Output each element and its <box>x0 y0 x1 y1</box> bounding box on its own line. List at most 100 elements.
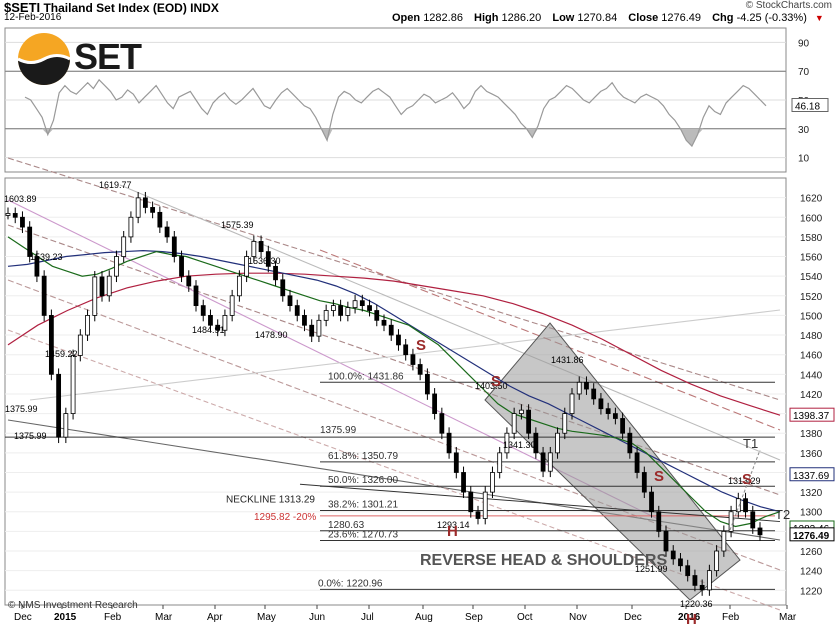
candle-body <box>280 279 286 297</box>
candle-body <box>475 511 481 519</box>
x-tick-label: Dec <box>624 612 642 623</box>
candle-body <box>309 324 315 337</box>
ma-long-line <box>7 272 781 416</box>
x-tick-label: Jul <box>361 612 374 623</box>
candle-body <box>121 236 127 257</box>
candle-body <box>359 300 365 307</box>
candle-body <box>215 324 221 331</box>
low-value: 1270.84 <box>577 12 618 24</box>
logo-text: SET <box>74 36 142 77</box>
price-value-label: 1337.69 <box>793 471 830 482</box>
candle-body <box>612 413 618 419</box>
candle-body <box>388 324 394 336</box>
instrument-name: Thailand Set Index (EOD) <box>43 1 187 15</box>
candle-body <box>265 251 271 267</box>
candle-body <box>179 256 184 277</box>
x-tick-label: Oct <box>517 612 533 623</box>
candle-body <box>200 305 206 316</box>
candle-body <box>526 409 532 434</box>
pattern-label: H <box>447 523 458 540</box>
price-tick-label: 1520 <box>800 292 823 303</box>
candle-body <box>533 432 539 454</box>
price-tick-label: 1220 <box>800 586 823 597</box>
x-tick-label: Sep <box>465 612 483 623</box>
candle-body <box>678 558 683 567</box>
candle-body <box>439 413 445 434</box>
close-value: 1276.49 <box>661 12 702 24</box>
target-label: T2 <box>775 507 790 522</box>
candle-body <box>685 565 691 576</box>
indicator-value-label: 46.18 <box>795 102 820 113</box>
candle-body <box>171 236 177 257</box>
candle-body <box>157 211 163 228</box>
fib-level-label: 23.6%: 1270.73 <box>328 529 398 540</box>
candle-body <box>410 354 416 365</box>
candle-body <box>128 216 134 238</box>
candle-body <box>569 393 575 414</box>
candle-body <box>27 226 33 257</box>
candle-body <box>555 432 560 454</box>
candle-body <box>186 275 192 287</box>
candle-body <box>518 409 524 414</box>
pattern-label: S <box>654 468 664 485</box>
x-tick-label: Mar <box>779 612 797 623</box>
candle-body <box>591 388 597 400</box>
candle-body <box>656 511 662 532</box>
candle-body <box>750 511 756 529</box>
x-tick-label: Apr <box>207 612 223 623</box>
candle-body <box>649 491 654 513</box>
level-label: 1375.99 <box>320 425 357 436</box>
high-value: 1286.20 <box>501 12 542 24</box>
candle-body <box>721 530 727 552</box>
candle-body <box>540 452 546 472</box>
candle-body <box>114 256 119 277</box>
price-tick-label: 1460 <box>800 351 823 362</box>
candle-body <box>547 452 553 472</box>
indicator-value-box <box>791 98 829 113</box>
price-annotation: 1603.89 <box>4 194 37 204</box>
candle-body <box>692 575 698 586</box>
price-tick-label: 1360 <box>800 449 823 460</box>
x-tick-label: Aug <box>415 612 433 623</box>
price-annotation: 1313.29 <box>728 476 761 486</box>
level-label: 1295.82 -20% <box>254 512 316 523</box>
candle-body <box>396 334 401 346</box>
candle-body <box>41 275 47 316</box>
candle-body <box>417 364 423 375</box>
exchange: INDX <box>190 1 219 15</box>
candle-body <box>403 344 409 356</box>
pattern-label: H <box>686 611 697 625</box>
indicator-tick-label: 70 <box>798 67 810 78</box>
candle-body <box>562 413 568 434</box>
candle-body <box>504 432 510 454</box>
pattern-title: REVERSE HEAD & SHOULDERS <box>420 552 667 569</box>
candle-body <box>627 432 633 454</box>
candle-body <box>757 527 763 536</box>
price-tick-label: 1440 <box>800 370 823 381</box>
high-label: High <box>474 12 499 24</box>
candle-body <box>12 213 18 218</box>
candle-body <box>432 393 438 414</box>
candle-body <box>497 452 503 473</box>
price-tick-label: 1420 <box>800 390 823 401</box>
candle-body <box>338 305 344 316</box>
candle-body <box>461 472 466 493</box>
ma-mid-line <box>7 249 781 513</box>
candle-body <box>424 373 430 395</box>
candle-body <box>294 305 300 316</box>
fib-level-label: 0.0%: 1220.96 <box>318 578 383 589</box>
candle-body <box>468 491 474 513</box>
symbol: $SETI <box>4 0 41 15</box>
price-annotation: 1220.36 <box>680 599 713 609</box>
candle-body <box>244 256 250 277</box>
candle-body <box>490 472 495 493</box>
price-value-box <box>789 467 835 482</box>
candle-body <box>663 530 669 552</box>
candle-body <box>302 315 307 326</box>
fib-level-label: 100.0%: 1431.86 <box>328 371 404 382</box>
credit-text: © NMS Investment Research <box>8 600 138 611</box>
candle-body <box>453 452 459 473</box>
candle-body <box>670 550 676 560</box>
candle-body <box>222 315 228 331</box>
x-tick-label: Jun <box>309 612 325 623</box>
